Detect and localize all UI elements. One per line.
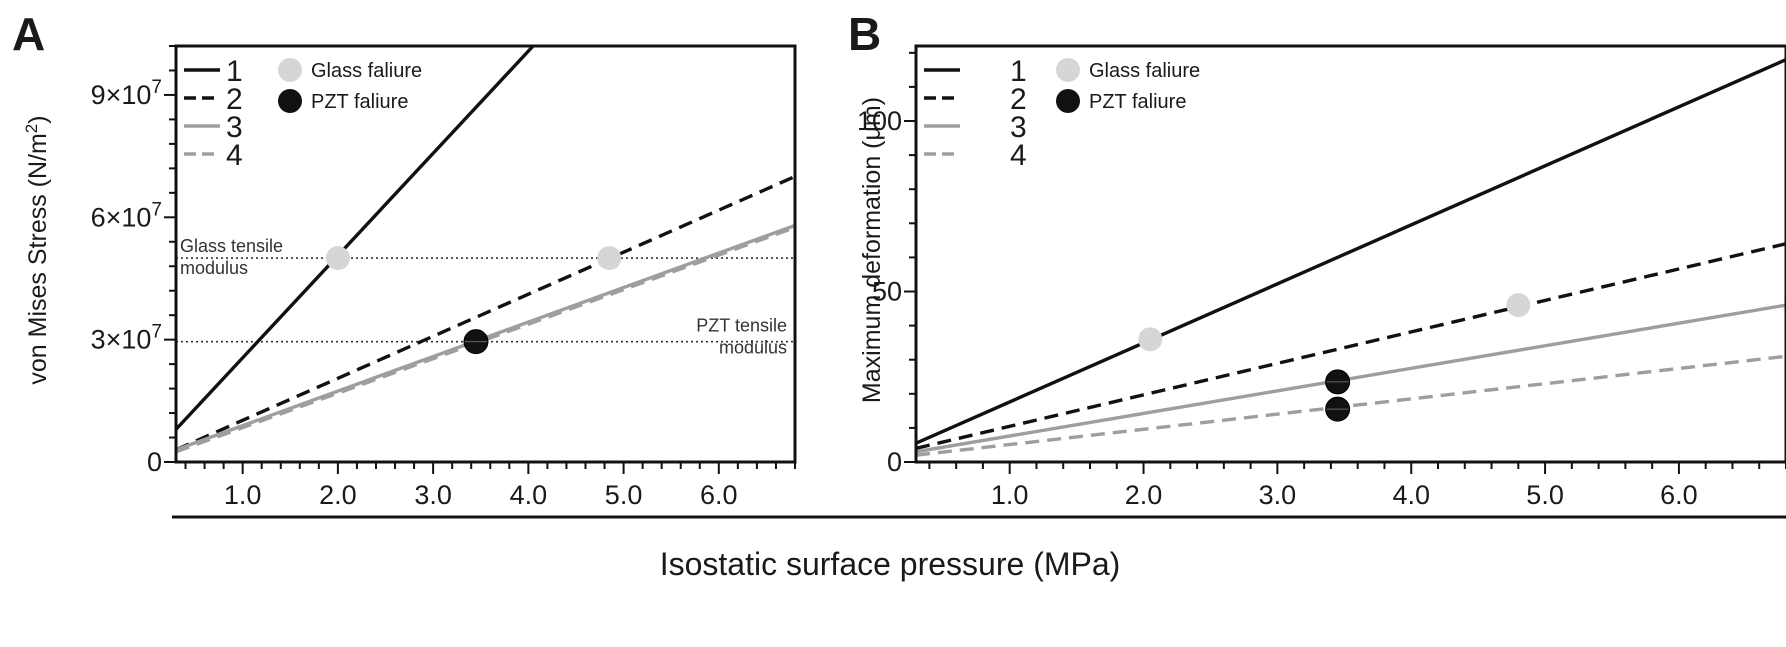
panel-a-x-tick-label: 1.0 (224, 480, 262, 510)
panel-b-x-tick-label: 5.0 (1526, 480, 1564, 510)
panel-a-letter: A (12, 8, 45, 60)
panel-a-x-tick-label: 4.0 (510, 480, 548, 510)
panel-a-series-2-line (176, 174, 795, 452)
panel-b-legend-label-1: 1 (1010, 55, 1027, 88)
panel-a-y-tick-label: 0 (147, 447, 162, 477)
panel-a-x-tick-label: 3.0 (414, 480, 452, 510)
panel-b-series-group (916, 58, 1786, 457)
panel-b-y-tick-label: 0 (887, 447, 902, 477)
panel-a-legend-label-4: 4 (226, 139, 243, 172)
panel-b-legend-marker-glass (1056, 58, 1080, 82)
panel-a-legend-label-1: 1 (226, 55, 243, 88)
panel-b-legend-marker-pzt (1056, 89, 1080, 113)
panel-a-x-tick-label: 5.0 (605, 480, 643, 510)
panel-b-legend-marker-label: PZT faliure (1089, 91, 1186, 113)
panel-a-legend-marker-label: PZT faliure (311, 91, 408, 113)
panel-b-x-tick-label: 4.0 (1392, 480, 1430, 510)
panel-b-legend-label-4: 4 (1010, 139, 1027, 172)
panel-a-x-tick-label: 2.0 (319, 480, 357, 510)
panel-a-legend-label-3: 3 (226, 111, 243, 144)
panel-b-x-tick-label: 3.0 (1259, 480, 1297, 510)
panel-b-series-2-line (916, 242, 1786, 451)
shared-x-axis-label: Isostatic surface pressure (MPa) (660, 546, 1121, 582)
panel-a-legend-label-2: 2 (226, 83, 243, 116)
panel-b-legend-label-3: 3 (1010, 111, 1027, 144)
panel-b-axes-frame (914, 44, 1786, 464)
panel-b-letter: B (848, 8, 881, 60)
panel-a-y-axis-label: von Mises Stress (N/m2) (22, 115, 52, 384)
panel-b-legend-marker-label: Glass faliure (1089, 60, 1200, 82)
panel-a-series-1-line (176, 46, 535, 431)
panel-b-y-tick-label: 100 (857, 106, 902, 136)
panel-b-y-axis-label: Maximum deformation (μm) (858, 97, 886, 403)
panel-a-reference-line-label: modulus (180, 258, 248, 278)
panel-a-reference-line-label: Glass tensile (180, 236, 283, 256)
panel-a-reference-line-label: modulus (719, 338, 787, 358)
panel-a: A von Mises Stress (N/m2) Glass tensilem… (12, 8, 797, 510)
panel-b-glass-failure-point (1138, 327, 1163, 352)
panel-a-legend-marker-label: Glass faliure (311, 60, 422, 82)
panel-b-series-1-line (916, 58, 1786, 445)
panel-a-axes-frame (174, 44, 797, 464)
panel-a-y-tick-label: 6×107 (91, 199, 162, 232)
panel-b-x-tick-label: 1.0 (991, 480, 1029, 510)
panel-a-reference-line-label: PZT tensile (696, 316, 787, 336)
panel-a-glass-failure-point (597, 246, 622, 271)
panel-a-y-tick-label: 3×107 (91, 322, 162, 355)
panel-a-y-tick-label: 9×107 (91, 77, 162, 110)
panel-b-x-tick-label: 6.0 (1660, 480, 1698, 510)
panel-b-series-4-line (916, 354, 1786, 457)
panel-b: B Maximum deformation (μm) 1.0 2.0 3.0 4.0 5… (848, 8, 1786, 510)
panel-b-glass-failure-point (1506, 293, 1531, 318)
panel-a-x-tick-label: 6.0 (700, 480, 738, 510)
panel-b-series-3-line (916, 303, 1786, 454)
panel-a-legend-marker-pzt (278, 89, 302, 113)
panel-a-glass-failure-point (325, 246, 350, 271)
panel-a-legend-marker-glass (278, 58, 302, 82)
panel-b-y-tick-label: 50 (872, 277, 902, 307)
panel-b-legend-label-2: 2 (1010, 83, 1027, 116)
panel-b-x-tick-label: 2.0 (1125, 480, 1163, 510)
